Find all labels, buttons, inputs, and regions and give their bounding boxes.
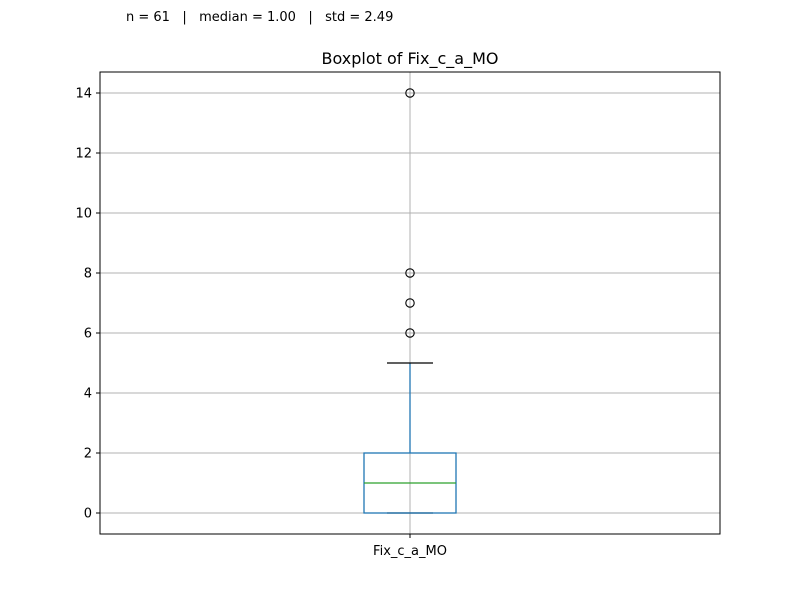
y-tick-label: 10 — [75, 207, 92, 222]
y-tick-label: 8 — [84, 267, 92, 282]
y-tick-label: 0 — [84, 507, 92, 522]
y-tick-label: 2 — [84, 447, 92, 462]
outlier-point — [405, 328, 415, 338]
grid-lines — [100, 72, 720, 534]
y-tick-label: 12 — [75, 147, 92, 162]
x-tick-label: Fix_c_a_MO — [373, 544, 447, 559]
y-tick-label: 4 — [84, 387, 92, 402]
box-layer — [363, 88, 457, 514]
outlier-point — [405, 88, 415, 98]
summary-stats: n = 61 | median = 1.00 | std = 2.49 — [126, 10, 394, 25]
y-tick-label: 14 — [75, 87, 92, 102]
plot-frame — [99, 71, 721, 535]
y-axis: 0 2 4 6 8 10 12 14 — [75, 87, 100, 522]
outlier-point — [405, 268, 415, 278]
x-axis: Fix_c_a_MO — [373, 534, 447, 559]
outlier-point — [405, 298, 415, 308]
chart-title: Boxplot of Fix_c_a_MO — [322, 49, 499, 69]
y-tick-label: 6 — [84, 327, 92, 342]
